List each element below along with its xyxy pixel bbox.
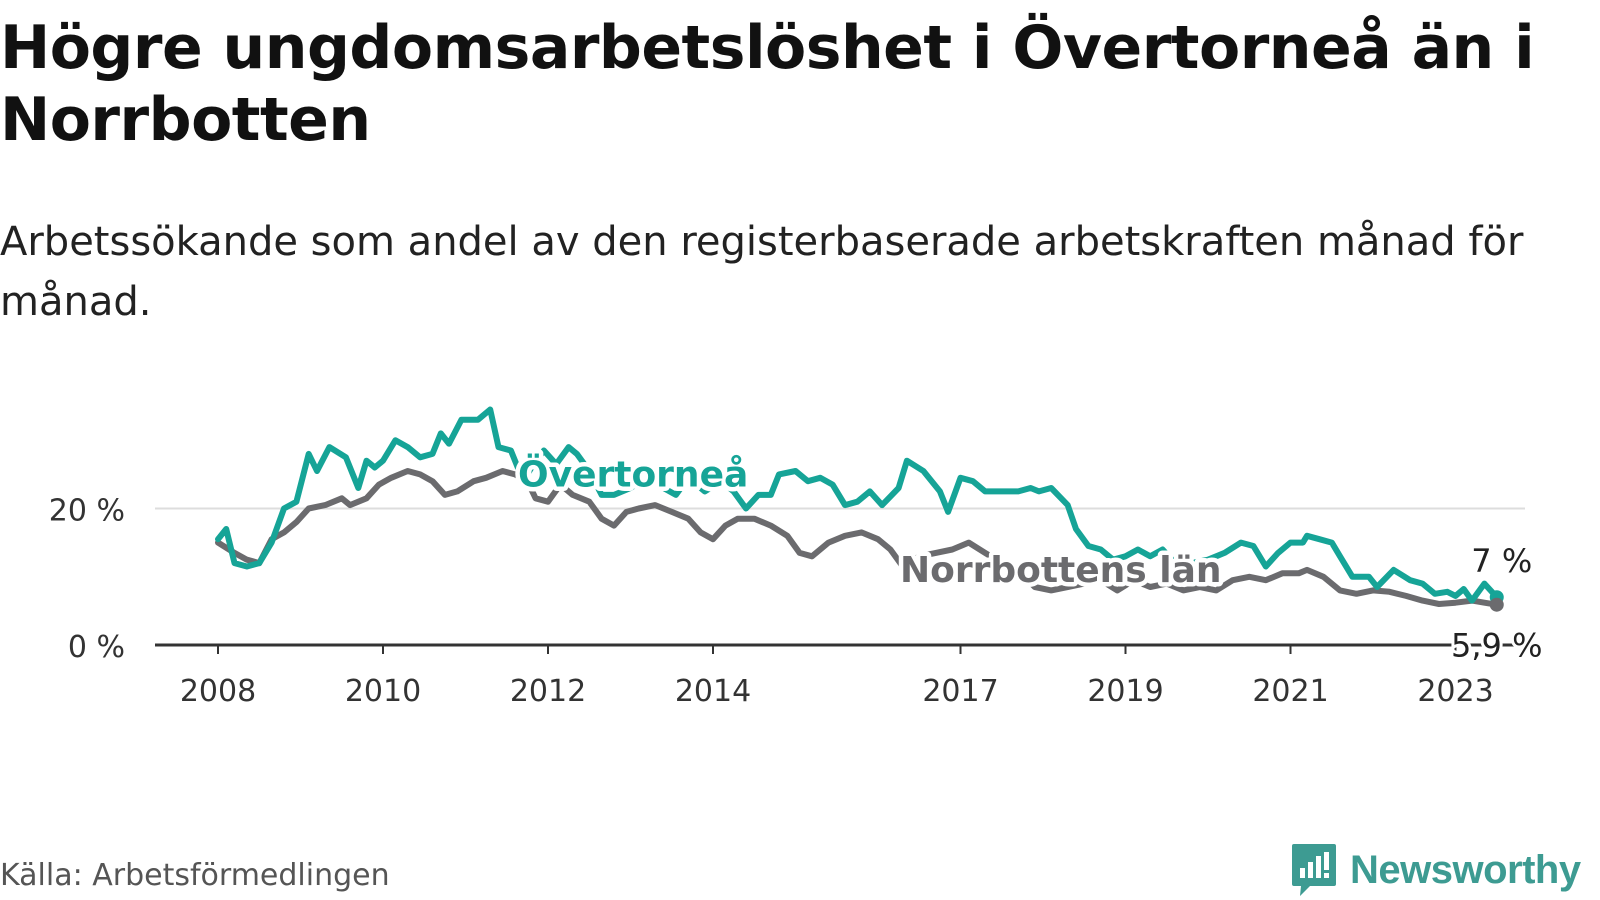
x-tick-label: 2021 <box>1252 674 1328 709</box>
end-value-label-norrbotten: 5,9 % <box>1451 627 1542 665</box>
series-line-overtornea <box>215 406 1500 604</box>
x-tick-label: 2014 <box>675 674 751 709</box>
y-tick-label: 20 % <box>49 494 125 529</box>
x-tick-label: 2008 <box>180 674 256 709</box>
logo-wordmark: Newsworthy <box>1350 847 1581 892</box>
series-label-overtornea: Övertorneå <box>518 453 748 495</box>
x-tick-label: 2012 <box>510 674 586 709</box>
newsworthy-logo-icon <box>1292 844 1336 896</box>
x-tick-label: 2019 <box>1087 674 1163 709</box>
end-value-label-overtornea: 7 % <box>1471 542 1532 580</box>
source-note: Källa: Arbetsförmedlingen <box>0 858 390 893</box>
chart-subtitle: Arbetssökande som andel av den registerb… <box>0 219 1524 325</box>
chart-title: Högre ungdomsarbetslöshet i Övertorneå ä… <box>0 13 1535 155</box>
newsworthy-logo: Newsworthy <box>1290 840 1581 900</box>
end-point-norrbotten <box>1489 597 1504 612</box>
series-line-norrbotten <box>215 468 1500 608</box>
y-tick-label: 0 % <box>68 630 125 665</box>
x-tick-label: 2017 <box>922 674 998 709</box>
series-label-norrbotten: Norrbottens län <box>900 550 1222 591</box>
x-tick-label: 2010 <box>345 674 421 709</box>
x-tick-label: 2023 <box>1417 674 1493 709</box>
